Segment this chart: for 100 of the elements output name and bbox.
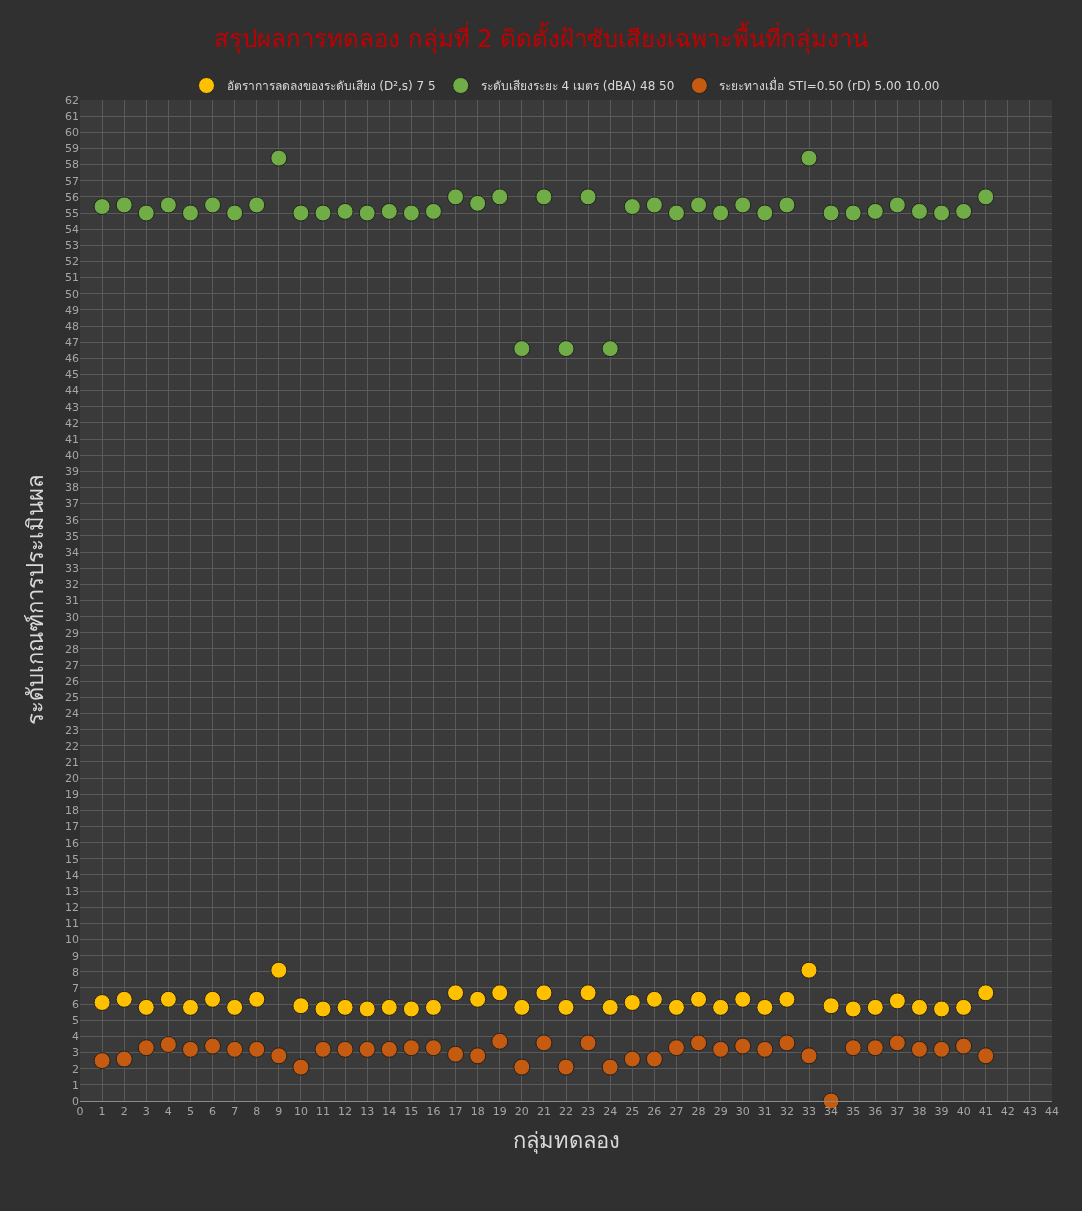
x-axis-title: กลุ่มทดลอง	[512, 1128, 620, 1155]
y-tick-label: 23	[65, 723, 79, 737]
point	[601, 998, 619, 1016]
x-tick-label: 33	[802, 1105, 816, 1119]
point	[248, 1040, 266, 1058]
y-tick-label: 62	[65, 93, 79, 107]
point	[181, 998, 199, 1016]
y-tick-label: 41	[65, 432, 79, 446]
y-tick-label: 20	[65, 771, 79, 785]
x-tick-label: 28	[691, 1105, 706, 1119]
point	[380, 202, 398, 220]
x-tick-label: 29	[713, 1105, 728, 1119]
point	[822, 997, 840, 1015]
point	[579, 984, 597, 1002]
point	[844, 204, 862, 222]
point	[248, 196, 266, 214]
point	[181, 1040, 199, 1058]
y-tick-label: 9	[72, 949, 79, 963]
point	[667, 998, 685, 1016]
point	[955, 1037, 973, 1055]
y-tick-label: 40	[65, 449, 79, 463]
point	[491, 984, 509, 1002]
point	[800, 961, 818, 979]
point	[645, 196, 663, 214]
point	[292, 997, 310, 1015]
y-tick-label: 57	[65, 174, 79, 188]
point	[888, 1034, 906, 1052]
legend-label: อัตราการลดลงของระดับเสียง (D²,s) 7 5	[226, 79, 436, 94]
point	[292, 204, 310, 222]
y-tick-label: 61	[65, 110, 79, 123]
point	[248, 990, 266, 1008]
x-tick-label: 17	[448, 1105, 463, 1119]
point	[734, 990, 752, 1008]
point	[579, 1034, 597, 1052]
point	[137, 1039, 155, 1057]
y-tick-label: 7	[72, 981, 79, 995]
x-tick-label: 36	[868, 1105, 883, 1119]
y-tick-label: 17	[65, 820, 79, 834]
y-tick-label: 3	[72, 1046, 79, 1060]
point	[667, 1039, 685, 1057]
y-tick-label: 30	[65, 610, 79, 624]
x-tick-label: 44	[1045, 1105, 1059, 1119]
y-tick-label: 8	[72, 965, 79, 979]
point	[800, 149, 818, 167]
point	[93, 198, 111, 216]
point	[270, 1047, 288, 1065]
x-tick-label: 16	[426, 1105, 441, 1119]
point	[690, 1034, 708, 1052]
point	[447, 1045, 465, 1063]
point	[380, 1040, 398, 1058]
point	[535, 1034, 553, 1052]
point	[402, 204, 420, 222]
point	[336, 202, 354, 220]
point	[292, 1058, 310, 1076]
y-tick-label: 12	[65, 901, 79, 915]
y-tick-label: 56	[65, 190, 79, 204]
y-tick-label: 13	[65, 884, 79, 898]
point	[601, 1058, 619, 1076]
y-tick-label: 51	[65, 271, 79, 285]
x-tick-label: 35	[846, 1105, 861, 1119]
y-tick-label: 28	[65, 642, 79, 656]
point	[535, 188, 553, 206]
point	[159, 990, 177, 1008]
y-tick-label: 0	[72, 1094, 79, 1108]
y-tick-label: 15	[65, 852, 79, 866]
y-tick-label: 21	[65, 755, 79, 769]
point	[447, 984, 465, 1002]
x-tick-label: 41	[978, 1105, 993, 1119]
y-tick-label: 27	[65, 658, 79, 672]
x-tick-label: 7	[231, 1105, 239, 1119]
x-tick-label: 27	[669, 1105, 684, 1119]
point	[402, 1000, 420, 1018]
y-tick-label: 55	[65, 206, 79, 220]
point	[645, 990, 663, 1008]
point	[977, 1047, 995, 1065]
point	[690, 196, 708, 214]
point	[402, 1039, 420, 1057]
x-tick-label: 43	[1022, 1105, 1037, 1119]
x-tick-label: 25	[625, 1105, 640, 1119]
point	[667, 204, 685, 222]
point	[336, 998, 354, 1016]
point	[557, 340, 575, 358]
x-tick-label: 22	[559, 1105, 573, 1119]
y-tick-label: 14	[65, 868, 79, 882]
point	[601, 340, 619, 358]
legend-label: ระดับเสียงระยะ 4 เมตร (dBA) 48 50	[480, 79, 675, 94]
y-tick-label: 1	[72, 1078, 79, 1092]
point	[115, 196, 133, 214]
y-tick-label: 32	[65, 578, 79, 592]
point	[159, 196, 177, 214]
x-tick-label: 8	[253, 1105, 261, 1119]
x-tick-label: 19	[492, 1105, 507, 1119]
point	[933, 204, 951, 222]
point	[778, 196, 796, 214]
point	[491, 188, 509, 206]
y-tick-label: 29	[65, 626, 79, 640]
point	[204, 196, 222, 214]
point	[314, 1040, 332, 1058]
point	[358, 204, 376, 222]
y-tick-label: 16	[65, 836, 79, 850]
